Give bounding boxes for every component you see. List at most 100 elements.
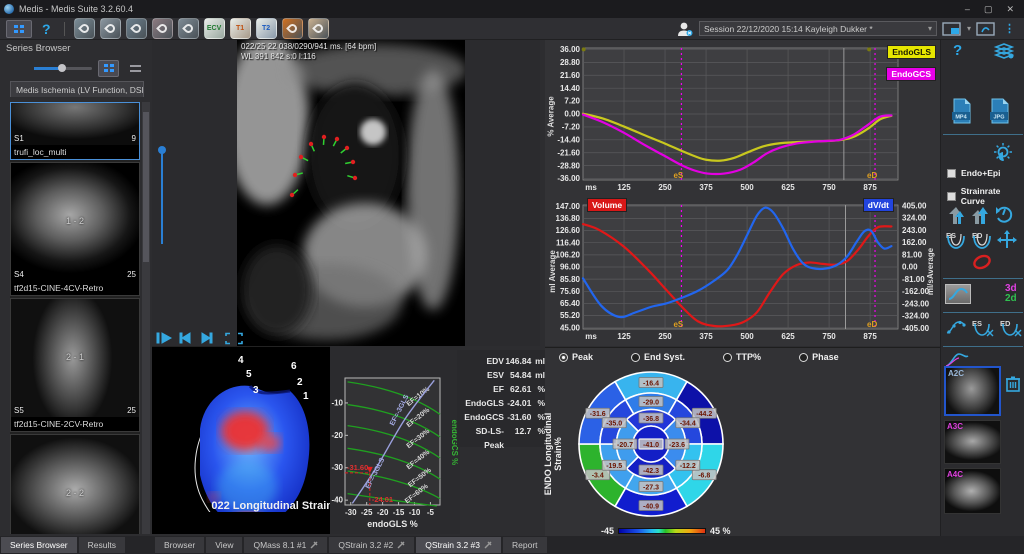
next-frame-button[interactable] [201,332,213,344]
svg-text:106.20: 106.20 [556,250,581,259]
export-jpg-icon[interactable]: JPG [989,98,1011,129]
tab-qstrain-3-2-3[interactable]: QStrain 3.2 #3 [416,537,502,553]
qmap-icon[interactable] [177,18,199,39]
svg-text:-12.2: -12.2 [680,463,696,470]
legend-dvdt: dV/dt [862,198,894,212]
thumbnail-size-slider[interactable] [34,63,93,72]
qheart-icon[interactable] [151,18,173,39]
ed-reset-icon[interactable]: ED [999,318,1023,343]
mode-radio-phase[interactable]: Phase [799,352,839,362]
export-contours-icon[interactable] [971,206,989,231]
layout-single-icon[interactable] [942,21,962,37]
series-item[interactable]: 2 - 2S625tf2d15-CINE-3CV-Retro [10,434,140,534]
mode-radio-end-syst-[interactable]: End Syst. [631,352,685,362]
checkbox-endo-epi[interactable]: Endo+Epi [947,168,1000,178]
minimize-button[interactable]: – [964,3,970,14]
list-view-button[interactable] [125,60,146,77]
checkbox-strainrate-curve[interactable]: Strainrate Curve [947,186,1024,206]
view-thumbnail-a2c[interactable]: A2C [944,366,1001,416]
view-thumbnail-a4c[interactable]: A4C [944,468,1001,514]
play-button[interactable] [156,332,173,344]
help-icon[interactable]: ? [953,42,963,59]
qstrain-icon[interactable] [281,18,303,39]
result-unit: ml [535,370,545,380]
series-scrollbar[interactable] [142,102,150,534]
colorbar-max-label: 45 % [710,526,731,536]
series-item[interactable]: 2 - 1 S5 25 tf2d15-CINE-2CV-Retro [10,298,140,432]
patients-icon[interactable] [125,18,147,39]
mri-image[interactable]: 022/25 22 038/0290/941 ms. [64 bpm] WL 3… [225,35,467,346]
svg-text:243.00: 243.00 [902,226,927,235]
svg-text:-36.00: -36.00 [557,174,580,183]
tab-results[interactable]: Results [78,537,125,553]
segment-value: -20.7 [612,438,638,450]
frame-count: 25 [127,270,136,279]
view-3d-label[interactable]: 3d 2d [1005,283,1017,304]
delete-view-icon[interactable] [1005,374,1021,397]
qflow-icon[interactable] [99,18,121,39]
mode-radio-ttp-[interactable]: TTP% [723,352,761,362]
svg-text:-324.00: -324.00 [902,312,930,321]
maximize-button[interactable]: ▢ [983,3,993,14]
strainrate-icon[interactable] [945,352,969,373]
tab-label: QStrain 3.2 #3 [425,540,481,550]
svg-text:75.60: 75.60 [560,287,581,296]
segment-value: -27.3 [638,481,664,492]
segment-value: -12.2 [675,459,701,471]
tab-series-browser[interactable]: Series Browser [1,537,77,553]
redo-contour-icon[interactable] [995,206,1013,231]
menu-dots-icon[interactable]: ⋮ [1004,23,1015,35]
close-button[interactable]: ✕ [1006,3,1014,14]
svg-text:375: 375 [699,332,713,341]
series-item[interactable]: 1 - 2 S4 25 tf2d15-CINE-4CV-Retro [10,162,140,296]
strain-points-icon[interactable] [945,318,967,341]
layout-session-icon[interactable] [976,21,996,37]
tab-browser[interactable]: Browser [155,537,205,553]
t2-icon[interactable]: T2 [255,18,277,39]
result-unit: % [537,426,545,436]
prev-frame-button[interactable] [179,332,191,344]
svg-text:324.00: 324.00 [902,214,927,223]
study-tab[interactable]: Medis Ischemia (LV Function, DSI, T... [10,81,144,97]
strain-curve-button[interactable] [945,284,971,304]
layers-icon[interactable] [993,42,1015,65]
svg-text:MP4: MP4 [955,115,967,121]
es-reset-icon[interactable]: ES [971,318,995,343]
tab-report[interactable]: Report [503,537,547,553]
svg-text:-29.0: -29.0 [643,399,659,406]
legend-endogcs: EndoGCS [886,67,936,81]
result-label: EndoGCS [464,412,504,422]
mode-radio-peak[interactable]: Peak [559,352,593,362]
svg-text:147.00: 147.00 [556,202,581,211]
ed-contour-icon[interactable]: ED [971,230,993,255]
export-mp4-icon[interactable]: MP4 [951,98,973,129]
qstrain-2-icon[interactable] [307,18,329,39]
import-contours-icon[interactable] [947,206,965,231]
frame-slider[interactable] [158,146,166,244]
session-value: Session 22/12/2020 15:14 Kayleigh Dukker… [703,23,873,34]
fullscreen-button[interactable] [225,332,243,345]
series-item[interactable]: S1 9 trufi_loc_multi [10,102,140,160]
qmass-icon[interactable] [73,18,95,39]
grid-view-button[interactable] [98,59,120,77]
view-thumbnail-a3c[interactable]: A3C [944,420,1001,464]
t1-icon[interactable]: T1 [229,18,251,39]
pan-icon[interactable] [997,230,1017,255]
segment-value: -19.5 [601,459,627,471]
es-contour-icon[interactable]: ES [945,230,967,255]
roi-ellipse-icon[interactable] [971,254,993,275]
chevron-down-icon[interactable]: ▾ [966,24,971,33]
svg-text:162.00: 162.00 [902,238,927,247]
series-browser-panel: Series Browser Medis Ischemia (LV Functi… [0,40,152,536]
tab-view[interactable]: View [206,537,243,553]
tab-qmass-8-1-1[interactable]: QMass 8.1 #1 [244,537,328,553]
layout-button[interactable] [6,19,32,38]
tab-qstrain-3-2-2[interactable]: QStrain 3.2 #2 [329,537,415,553]
help-button[interactable]: ? [42,20,51,37]
ecv-icon[interactable]: ECV [203,18,225,39]
session-select[interactable]: Session 22/12/2020 15:14 Kayleigh Dukker… [698,21,937,36]
svg-text:-20: -20 [377,508,389,517]
brightness-icon[interactable] [993,142,1013,167]
svg-text:-44.2: -44.2 [696,411,712,418]
